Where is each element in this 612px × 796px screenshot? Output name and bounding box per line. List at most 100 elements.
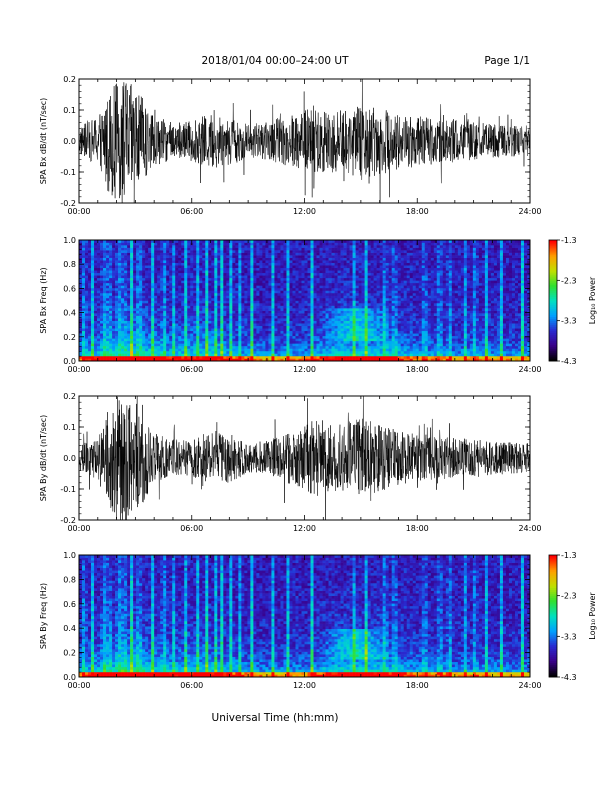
heatmap-cell (178, 295, 181, 298)
heatmap-cell (139, 258, 142, 261)
heatmap-cell (374, 288, 377, 291)
heatmap-cell (205, 326, 208, 329)
heatmap-cell (374, 323, 377, 326)
heatmap-cell (148, 258, 151, 261)
heatmap-cell (133, 295, 136, 298)
heatmap-cell (124, 308, 127, 311)
heatmap-cell (244, 250, 247, 253)
heatmap-cell (151, 318, 154, 321)
heatmap-cell (320, 295, 323, 298)
heatmap-cell (187, 326, 190, 329)
heatmap-cell (91, 295, 94, 298)
heatmap-cell (274, 293, 277, 296)
heatmap-cell (335, 270, 338, 273)
heatmap-cell (97, 248, 100, 251)
heatmap-cell (292, 351, 295, 354)
heatmap-cell (88, 341, 91, 344)
heatmap-cell (184, 338, 187, 341)
heatmap-cell (298, 323, 301, 326)
heatmap-cell (383, 356, 386, 359)
heatmap-cell (214, 311, 217, 314)
heatmap-cell (220, 265, 223, 268)
heatmap-cell (335, 285, 338, 288)
heatmap-cell (280, 348, 283, 351)
heatmap-cell (314, 258, 317, 261)
heatmap-cell (365, 265, 368, 268)
heatmap-cell (338, 336, 341, 339)
heatmap-cell (374, 348, 377, 351)
heatmap-cell (229, 321, 232, 324)
heatmap-cell (127, 338, 130, 341)
heatmap-cell (82, 348, 85, 351)
heatmap-cell (103, 268, 106, 271)
heatmap-cell (223, 293, 226, 296)
heatmap-cell (118, 326, 121, 329)
heatmap-cell (298, 356, 301, 359)
heatmap-cell (329, 356, 332, 359)
heatmap-cell (374, 280, 377, 283)
heatmap-cell (133, 353, 136, 356)
heatmap-cell (356, 250, 359, 253)
heatmap-cell (178, 248, 181, 251)
heatmap-cell (223, 321, 226, 324)
heatmap-cell (238, 331, 241, 334)
heatmap-cell (323, 270, 326, 273)
heatmap-cell (175, 343, 178, 346)
heatmap-cell (169, 265, 172, 268)
heatmap-cell (317, 255, 320, 258)
heatmap-cell (184, 280, 187, 283)
heatmap-cell (329, 348, 332, 351)
heatmap-cell (142, 313, 145, 316)
heatmap-cell (112, 293, 115, 296)
heatmap-cell (344, 275, 347, 278)
heatmap-cell (97, 353, 100, 356)
heatmap-cell (292, 313, 295, 316)
heatmap-cell (247, 283, 250, 286)
heatmap-cell (341, 275, 344, 278)
heatmap-cell (154, 293, 157, 296)
heatmap-cell (335, 268, 338, 271)
heatmap-cell (253, 333, 256, 336)
heatmap-cell (166, 260, 169, 263)
heatmap-cell (172, 341, 175, 344)
heatmap-cell (314, 351, 317, 354)
heatmap-cell (277, 288, 280, 291)
heatmap-cell (100, 265, 103, 268)
heatmap-cell (317, 278, 320, 281)
heatmap-cell (139, 288, 142, 291)
heatmap-cell (250, 253, 253, 256)
heatmap-cell (259, 306, 262, 309)
heatmap-cell (115, 260, 118, 263)
heatmap-cell (106, 295, 109, 298)
heatmap-cell (356, 333, 359, 336)
heatmap-cell (151, 328, 154, 331)
heatmap-cell (350, 250, 353, 253)
heatmap-cell (308, 290, 311, 293)
heatmap-cell (301, 293, 304, 296)
heatmap-cell (115, 328, 118, 331)
heatmap-cell (103, 260, 106, 263)
heatmap-cell (226, 338, 229, 341)
heatmap-cell (133, 323, 136, 326)
heatmap-cell (286, 290, 289, 293)
heatmap-cell (262, 250, 265, 253)
heatmap-cell (178, 348, 181, 351)
heatmap-cell (329, 268, 332, 271)
heatmap-cell (350, 248, 353, 251)
heatmap-cell (223, 318, 226, 321)
heatmap-cell (145, 328, 148, 331)
heatmap-cell (223, 275, 226, 278)
heatmap-cell (289, 263, 292, 266)
heatmap-cell (103, 313, 106, 316)
heatmap-cell (82, 273, 85, 276)
heatmap-cell (335, 255, 338, 258)
heatmap-cell (356, 308, 359, 311)
heatmap-cell (103, 255, 106, 258)
heatmap-cell (175, 295, 178, 298)
heatmap-cell (196, 331, 199, 334)
heatmap-cell (115, 288, 118, 291)
heatmap-cell (326, 331, 329, 334)
heatmap-cell (317, 275, 320, 278)
heatmap-cell (362, 270, 365, 273)
heatmap-cell (232, 278, 235, 281)
